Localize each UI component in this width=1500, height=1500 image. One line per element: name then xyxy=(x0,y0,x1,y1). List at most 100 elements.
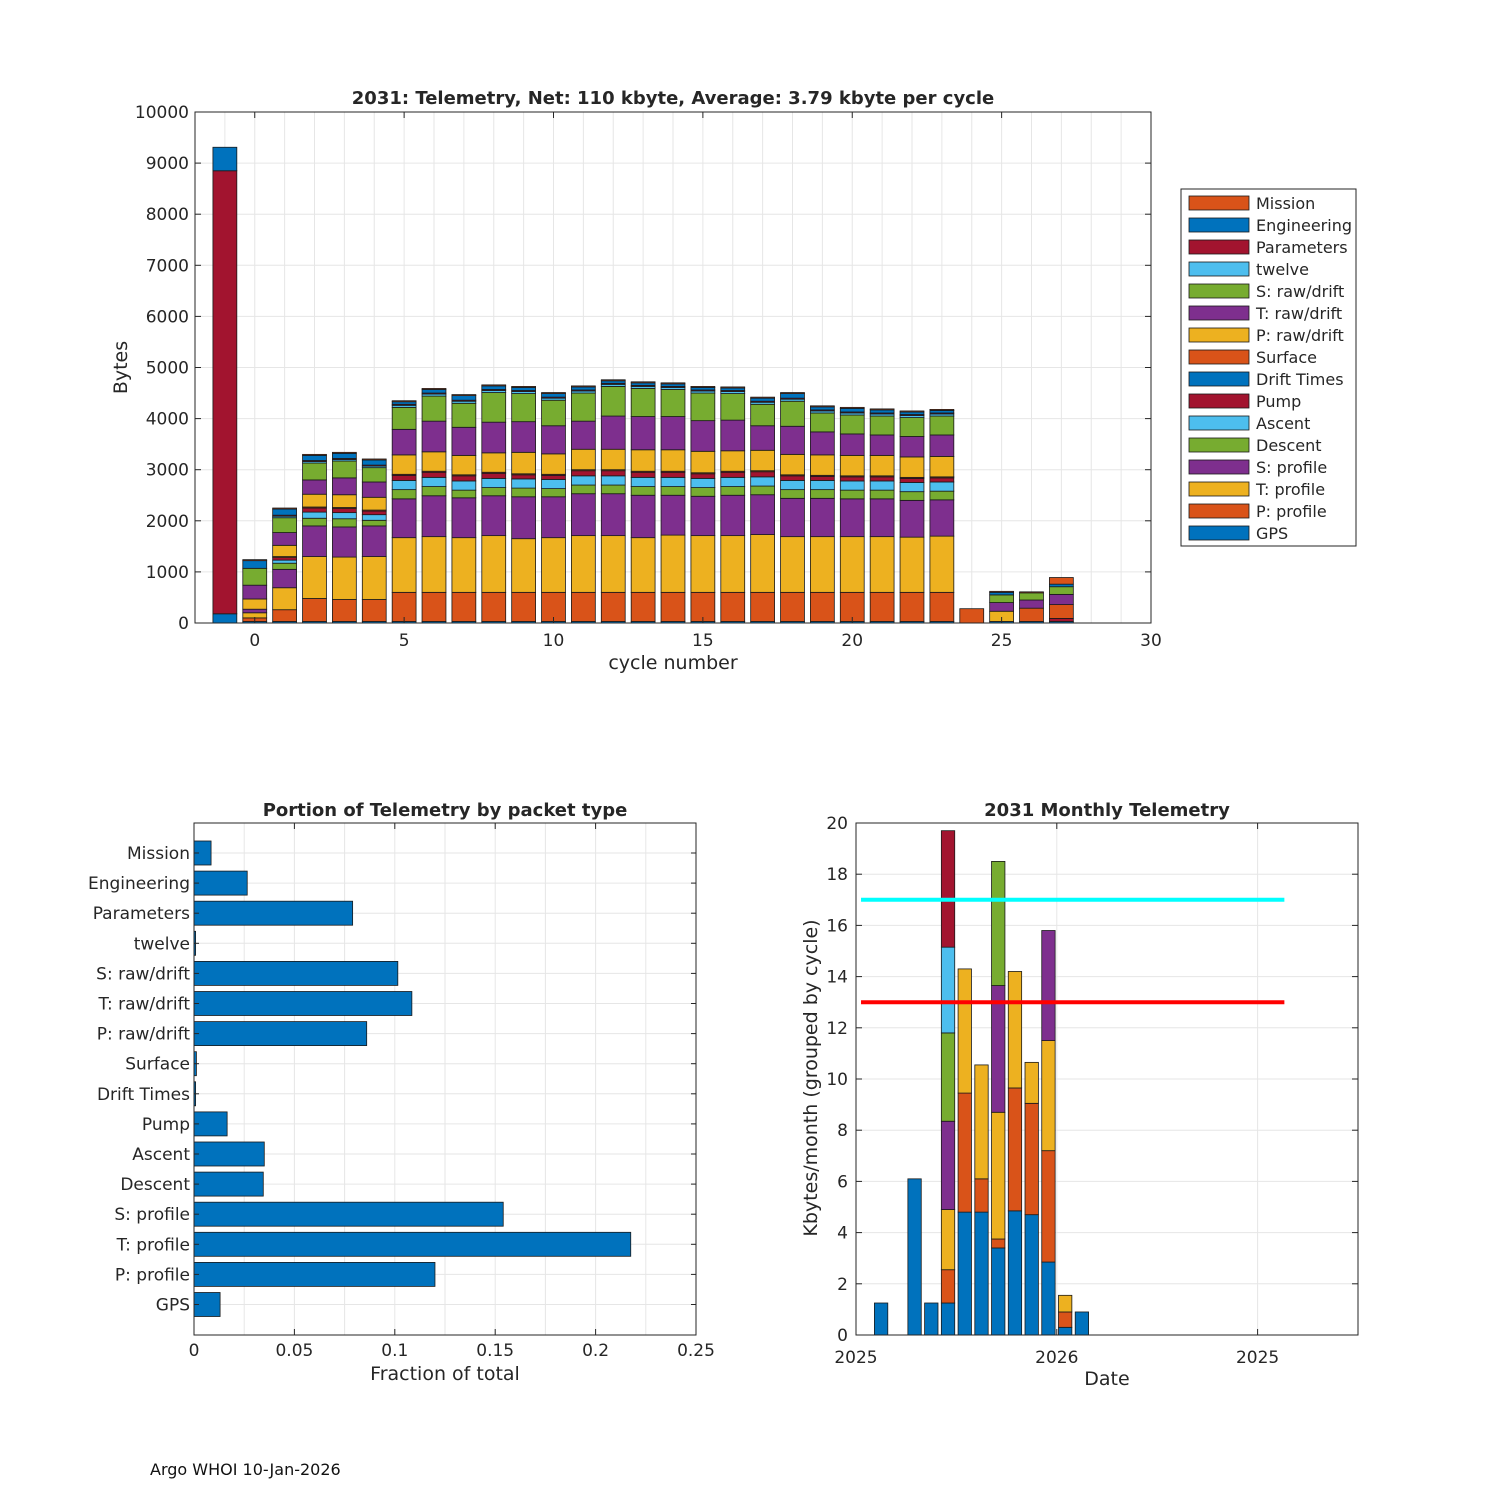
bar-segment xyxy=(750,534,775,593)
legend-label: Drift Times xyxy=(1256,370,1344,389)
bar-segment xyxy=(720,486,746,496)
bar-segment xyxy=(571,392,596,422)
bar-segment xyxy=(810,591,835,622)
bar-segment xyxy=(1049,586,1074,595)
bar xyxy=(193,1201,504,1227)
y-tick-label: 16 xyxy=(826,916,848,936)
bar-segment xyxy=(1019,607,1044,622)
bar-segment xyxy=(630,591,656,622)
bar-segment xyxy=(391,474,417,481)
bar-segment xyxy=(1049,618,1074,622)
y-tick-label: GPS xyxy=(156,1296,190,1316)
bar-segment xyxy=(511,387,536,391)
bar-segment xyxy=(332,512,357,520)
bar-segment xyxy=(600,493,626,537)
y-tick-label: T: raw/drift xyxy=(97,995,190,1015)
bar-segment xyxy=(974,1211,989,1336)
y-tick-label: 18 xyxy=(826,865,848,885)
y-tick-label: 4 xyxy=(837,1224,848,1244)
x-tick-label: 0.05 xyxy=(275,1341,313,1361)
y-tick-label: P: profile xyxy=(115,1265,190,1285)
bar-segment xyxy=(332,452,357,459)
bar-segment xyxy=(302,598,327,622)
bar-segment xyxy=(361,514,387,521)
bar-segment xyxy=(391,428,417,456)
y-tick-label: 1000 xyxy=(146,563,189,583)
bar-segment xyxy=(660,494,686,536)
bar-segment xyxy=(541,479,566,490)
x-tick-label: 10 xyxy=(543,631,565,651)
bar-segment xyxy=(332,460,357,479)
bar-segment xyxy=(511,538,536,593)
bar-segment xyxy=(600,470,626,477)
bar-segment xyxy=(750,471,775,478)
bar-segment xyxy=(991,985,1006,1113)
legend-label: T: raw/drift xyxy=(1255,304,1342,323)
bar-segment xyxy=(571,420,596,450)
bar-segment xyxy=(899,591,925,622)
bar-segment xyxy=(839,536,865,593)
bar-segment xyxy=(481,452,507,473)
bar-segment xyxy=(929,490,955,501)
bar-segment xyxy=(839,476,865,482)
bar-segment xyxy=(810,412,835,433)
bar-segment xyxy=(750,397,775,402)
bar-segment xyxy=(720,535,746,593)
y-axis-label: Kbytes/month (grouped by cycle) xyxy=(800,919,822,1236)
bar-segment xyxy=(869,476,895,482)
bar-segment xyxy=(391,400,417,403)
bar-segment xyxy=(660,486,686,496)
y-tick-label: 6 xyxy=(837,1172,848,1192)
bar-segment xyxy=(780,497,805,538)
bar-segment xyxy=(1041,1261,1056,1336)
bar-segment xyxy=(630,537,656,593)
bar-segment xyxy=(272,609,297,622)
bar-segment xyxy=(451,475,477,482)
y-tick-label: 0 xyxy=(178,614,189,634)
bar-segment xyxy=(242,608,268,614)
bar-segment xyxy=(660,449,686,472)
x-tick-label: 30 xyxy=(1140,631,1162,651)
bar-segment xyxy=(212,170,238,615)
bar-segment xyxy=(242,559,268,562)
bar-segment xyxy=(421,591,447,622)
bar-segment xyxy=(302,493,327,508)
bar-segment xyxy=(421,476,447,487)
bar-segment xyxy=(421,388,447,390)
x-tick-label: 0 xyxy=(249,631,260,651)
legend-swatch xyxy=(1188,459,1250,475)
bar-segment xyxy=(1058,1311,1073,1328)
bar-segment xyxy=(571,470,596,477)
legend-swatch xyxy=(1188,503,1250,519)
bar-segment xyxy=(391,537,417,593)
bar-segment xyxy=(1024,1061,1039,1104)
y-tick-label: Drift Times xyxy=(97,1085,190,1105)
x-tick-label: 2025 xyxy=(1236,1348,1279,1368)
bar-segment xyxy=(242,584,268,600)
bar-segment xyxy=(1058,1294,1073,1313)
legend-swatch xyxy=(1188,305,1250,321)
bar-segment xyxy=(957,968,972,1094)
legend-label: S: raw/drift xyxy=(1256,282,1344,301)
bar-segment xyxy=(630,388,656,417)
bar-segment xyxy=(1049,604,1074,619)
bar-segment xyxy=(750,591,775,622)
bar-segment xyxy=(874,1302,889,1336)
bar-segment xyxy=(272,544,297,557)
bar-segment xyxy=(907,1178,922,1336)
bar-segment xyxy=(511,478,536,489)
bar-segment xyxy=(899,491,925,501)
legend-swatch xyxy=(1188,239,1250,255)
bar-segment xyxy=(810,475,835,481)
bar-segment xyxy=(600,591,626,622)
bar-segment xyxy=(750,396,775,399)
bar-segment xyxy=(332,451,357,454)
bar-segment xyxy=(1058,1326,1073,1336)
bar-segment xyxy=(929,415,955,436)
bar-segment xyxy=(660,591,686,622)
bar-segment xyxy=(421,536,447,593)
bar-segment xyxy=(720,591,746,622)
y-tick-label: S: profile xyxy=(114,1205,190,1225)
bar-segment xyxy=(1041,1150,1056,1263)
